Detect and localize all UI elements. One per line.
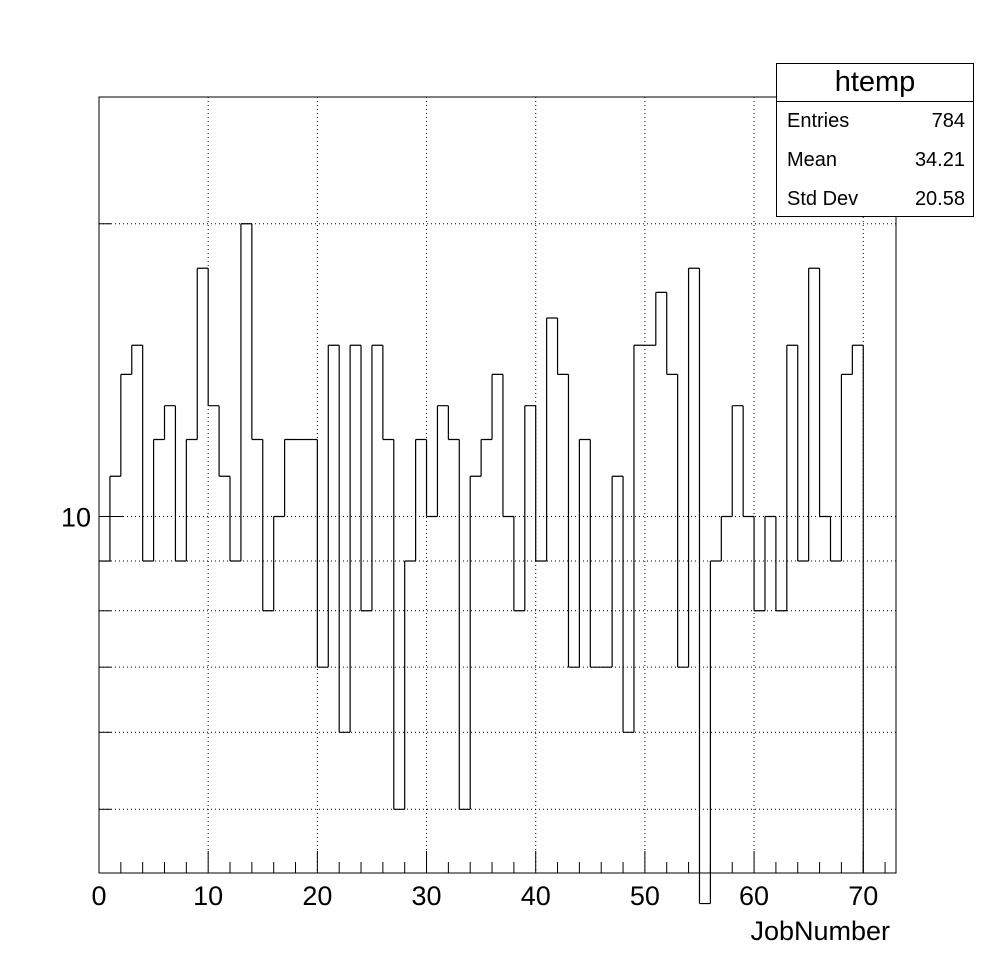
histogram	[99, 223, 864, 905]
histogram-bin	[666, 292, 678, 376]
histogram-bin	[622, 476, 634, 733]
stats-value: 34.21	[914, 149, 965, 171]
histogram-bin	[775, 516, 787, 612]
x-tick-label: 10	[193, 881, 223, 911]
histogram-bin	[371, 344, 383, 611]
histogram-bin	[808, 267, 820, 562]
histogram-bin	[764, 515, 776, 611]
histogram-bin	[633, 344, 645, 733]
histogram-bin	[556, 318, 569, 376]
histogram-bin	[458, 439, 471, 810]
histogram-bin	[142, 345, 154, 562]
stats-title: htemp	[777, 64, 973, 102]
x-tick-label: 20	[302, 881, 332, 911]
histogram-bin	[567, 374, 580, 668]
histogram-bin	[393, 439, 405, 810]
histogram-bin	[687, 267, 700, 668]
stats-row-stddev: Std Dev 20.58	[777, 180, 973, 219]
x-tick-label: 40	[521, 881, 551, 911]
stats-label: Entries	[787, 110, 850, 132]
histogram-bin	[818, 268, 831, 518]
stats-value: 20.58	[914, 188, 965, 210]
histogram-bin	[382, 345, 394, 441]
histogram-bin	[720, 515, 733, 562]
histogram-bin	[786, 344, 798, 611]
histogram-bin	[480, 438, 493, 477]
x-tick-label: 0	[91, 881, 106, 911]
histogram-bin	[742, 405, 755, 518]
histogram-bin	[196, 267, 209, 440]
histogram-bin	[829, 516, 842, 562]
histogram-bin	[240, 223, 252, 562]
histogram-bin	[152, 438, 165, 562]
plot-frame	[98, 96, 897, 874]
histogram-bin	[163, 405, 176, 440]
histogram-bin	[120, 373, 132, 477]
histogram-bin	[851, 344, 864, 375]
histogram-bin	[251, 223, 263, 441]
histogram-bin	[677, 374, 689, 668]
histogram-bin	[698, 268, 711, 905]
axes: 0 10 20 30 40 50 60 70 10	[61, 96, 897, 911]
histogram-bin	[797, 345, 809, 562]
histogram-bin	[415, 438, 427, 562]
histogram-bin	[207, 268, 220, 407]
histogram-bin	[840, 373, 853, 562]
y-tick-label: 10	[61, 503, 91, 533]
histogram-bin	[262, 439, 274, 612]
histogram-bin	[546, 317, 558, 562]
histogram-bin	[655, 291, 667, 346]
x-tick-label: 30	[412, 881, 442, 911]
histogram-bin	[709, 560, 722, 904]
histogram-bin	[218, 405, 231, 477]
histogram-bin	[273, 515, 285, 611]
stats-box: htemp Entries 784 Mean 34.21 Std Dev 20.…	[776, 63, 974, 217]
histogram-bin	[535, 405, 547, 562]
histogram-bin	[447, 405, 460, 441]
histogram-bin	[436, 405, 449, 517]
stats-row-mean: Mean 34.21	[777, 141, 973, 180]
histogram-bin	[349, 344, 362, 733]
x-tick-label: 50	[630, 881, 660, 911]
histogram-bin	[611, 475, 624, 668]
histogram-bin	[513, 516, 525, 612]
histogram-bin	[360, 345, 372, 612]
stats-label: Std Dev	[787, 188, 859, 210]
histogram-bin	[327, 344, 340, 668]
histogram-bin	[502, 374, 514, 518]
histogram-bin	[469, 475, 482, 810]
histogram-bin	[404, 560, 416, 810]
histogram-bin	[284, 438, 296, 517]
histogram-bin	[185, 438, 198, 562]
histogram-bin	[109, 475, 121, 562]
histogram-bin	[131, 344, 143, 375]
x-tick-label: 60	[739, 881, 769, 911]
histogram-bin	[524, 405, 536, 611]
histogram-bin	[578, 438, 591, 668]
x-axis-label: JobNumber	[750, 916, 890, 946]
stats-label: Mean	[787, 149, 838, 171]
histogram-bin	[425, 439, 438, 518]
histogram-bin	[174, 405, 187, 562]
histogram-bin	[491, 373, 503, 440]
x-tick-label: 70	[848, 881, 878, 911]
stats-value: 784	[931, 110, 965, 132]
histogram-bin	[229, 476, 241, 562]
histogram-bin	[731, 405, 744, 517]
histogram-bin	[589, 439, 602, 668]
stats-row-entries: Entries 784	[777, 102, 973, 141]
histogram-bin	[338, 345, 351, 733]
histogram-bin	[753, 516, 765, 612]
histogram-bin	[316, 439, 329, 668]
